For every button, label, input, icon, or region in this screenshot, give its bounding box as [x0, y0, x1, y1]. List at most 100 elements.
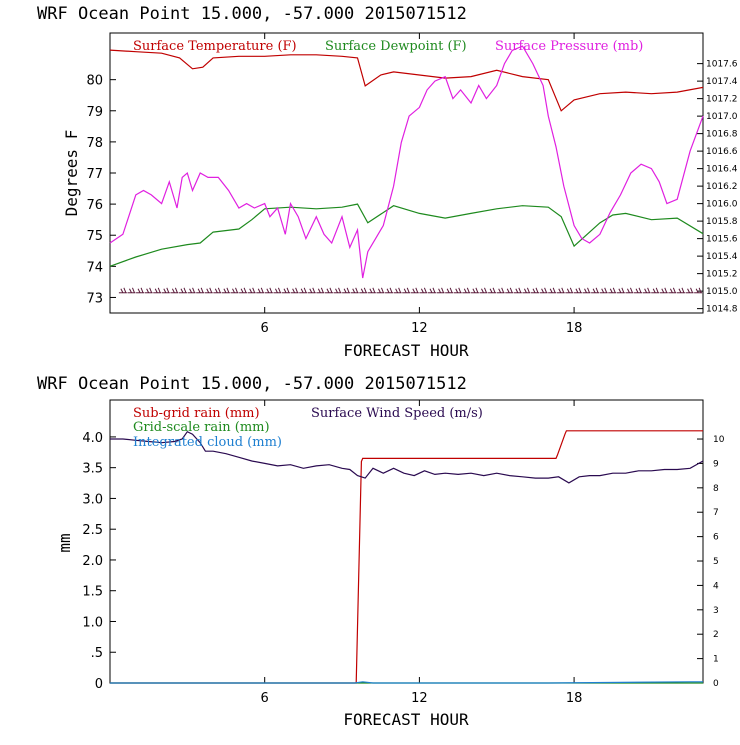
- wind-barb-flag: [338, 287, 341, 293]
- wind-barb-flag: [621, 287, 625, 293]
- wind-barb-flag: [544, 287, 548, 293]
- series-line-surface-temperature-f: [109, 49, 704, 112]
- y2-tick-label: 0: [713, 679, 719, 689]
- y2-tick-label: 10: [713, 435, 725, 445]
- top-series-lines: [109, 45, 704, 279]
- top-legend: Surface Temperature (F) Surface Dewpoint…: [133, 39, 643, 54]
- wind-barb-flag: [635, 288, 639, 294]
- wind-barb-flag: [466, 287, 470, 293]
- y-tick-label: 74: [86, 260, 103, 275]
- wind-barb-flag: [501, 287, 505, 293]
- wind-barb-flag: [232, 288, 235, 294]
- wind-barb-flag: [438, 288, 442, 294]
- legend-surface-pressure: Surface Pressure (mb): [495, 39, 643, 54]
- wind-barb-flag: [587, 287, 590, 293]
- bottom-chart-title: WRF Ocean Point 15.000, -57.000 20150715…: [37, 374, 467, 394]
- wind-barb-flag: [249, 288, 253, 294]
- wind-barb-flag: [515, 288, 519, 294]
- wind-barb-flag: [129, 288, 132, 294]
- wind-barb-flag: [449, 287, 453, 293]
- wind-barb-flag: [157, 287, 161, 293]
- wind-barb-flag: [240, 288, 244, 294]
- top-y-axis-label: Degrees F: [62, 130, 81, 217]
- series-line-surface-pressure-mb: [109, 45, 704, 279]
- wind-barb-flag: [343, 288, 347, 294]
- bottom-x-axis-label: FORECAST HOUR: [343, 710, 469, 729]
- wind-barb-flag: [446, 288, 450, 294]
- y2-tick-label: 4: [713, 581, 719, 591]
- wind-barb-flag: [423, 287, 427, 293]
- wind-barb-flag: [346, 287, 350, 293]
- wind-barb-flag: [523, 288, 527, 294]
- y2-tick-label: 1015.0: [706, 287, 738, 297]
- wind-barb-flag: [283, 288, 287, 294]
- y2-tick-label: 1: [713, 655, 719, 665]
- wind-barb-flag: [584, 288, 587, 294]
- wind-barb-flag: [626, 288, 630, 294]
- x-tick-label: 12: [411, 691, 428, 706]
- wind-barb-flag: [137, 288, 141, 294]
- wind-barb-flag: [415, 287, 419, 293]
- y-tick-label: 78: [86, 136, 103, 151]
- y2-tick-label: 1017.6: [706, 60, 738, 70]
- bottom-y-axis-label: mm: [55, 533, 74, 552]
- wind-barb-flag: [309, 288, 313, 294]
- wind-barb-flag: [695, 288, 699, 294]
- wind-barb-flag: [389, 287, 393, 293]
- x-tick-label: 6: [261, 321, 269, 336]
- wind-barb-flag: [360, 288, 364, 294]
- wind-barb-flag: [535, 287, 539, 293]
- wind-barb-flag: [183, 287, 187, 293]
- wind-barb-flag: [481, 288, 484, 294]
- series-line-surface-wind-speed-m-s: [110, 430, 704, 484]
- wind-barb-flag: [154, 288, 158, 294]
- wind-barb-flag: [223, 288, 227, 294]
- wind-barb-flag: [140, 287, 144, 293]
- wind-barb-flag: [329, 287, 333, 293]
- wind-barb-flag: [174, 287, 178, 293]
- wind-barb-flag: [601, 288, 605, 294]
- wind-barb-flag: [120, 288, 124, 294]
- wind-barb-flag: [372, 287, 376, 293]
- x-tick-label: 6: [261, 691, 269, 706]
- y-tick-label: 77: [86, 167, 103, 182]
- wind-barb-flag: [197, 288, 201, 294]
- top-x-axis-label: FORECAST HOUR: [343, 341, 469, 360]
- y-tick-label: 3.5: [82, 462, 103, 477]
- series-line-surface-dewpoint-f: [109, 203, 704, 267]
- wind-barb-flag: [690, 287, 694, 293]
- wind-barb-flag: [226, 287, 230, 293]
- wind-barb-flag: [526, 287, 530, 293]
- wind-barb-flag: [398, 287, 402, 293]
- wind-barb-flag: [661, 288, 665, 294]
- y-tick-label: 2.5: [82, 523, 103, 538]
- wind-barb-flag: [532, 288, 536, 294]
- wind-barb-flag: [592, 288, 596, 294]
- y2-tick-label: 1017.4: [706, 77, 738, 87]
- wind-barb-flag: [698, 287, 702, 293]
- wind-barb-flag: [595, 287, 599, 293]
- y2-tick-label: 6: [713, 533, 719, 543]
- wind-barb-flag: [475, 287, 479, 293]
- y-tick-label: .5: [91, 646, 103, 661]
- wind-barb-flag: [441, 287, 445, 293]
- bottom-legend: Sub-grid rain (mm) Grid-scale rain (mm) …: [133, 406, 483, 450]
- y2-tick-label: 1015.2: [706, 270, 738, 280]
- top-chart-title: WRF Ocean Point 15.000, -57.000 20150715…: [37, 4, 467, 24]
- wind-barb-flag: [123, 287, 127, 293]
- x-tick-label: 18: [566, 321, 583, 336]
- wind-barb-flag: [369, 288, 373, 294]
- wind-barb-flag: [463, 288, 467, 294]
- wind-barb-flag: [618, 288, 622, 294]
- wind-barb-flag: [266, 288, 270, 294]
- y2-tick-label: 1016.6: [706, 147, 738, 157]
- wind-barb-flag: [678, 288, 682, 294]
- wind-barb-flag: [489, 288, 493, 294]
- wind-barb-flag: [166, 287, 170, 293]
- wind-barb-flag: [214, 288, 218, 294]
- wind-barb-flag: [541, 288, 545, 294]
- wind-barb-flag: [274, 288, 278, 294]
- y2-tick-label: 1015.6: [706, 235, 738, 245]
- series-line-integrated-cloud-mm: [110, 681, 703, 684]
- wind-barb-flag: [300, 288, 304, 294]
